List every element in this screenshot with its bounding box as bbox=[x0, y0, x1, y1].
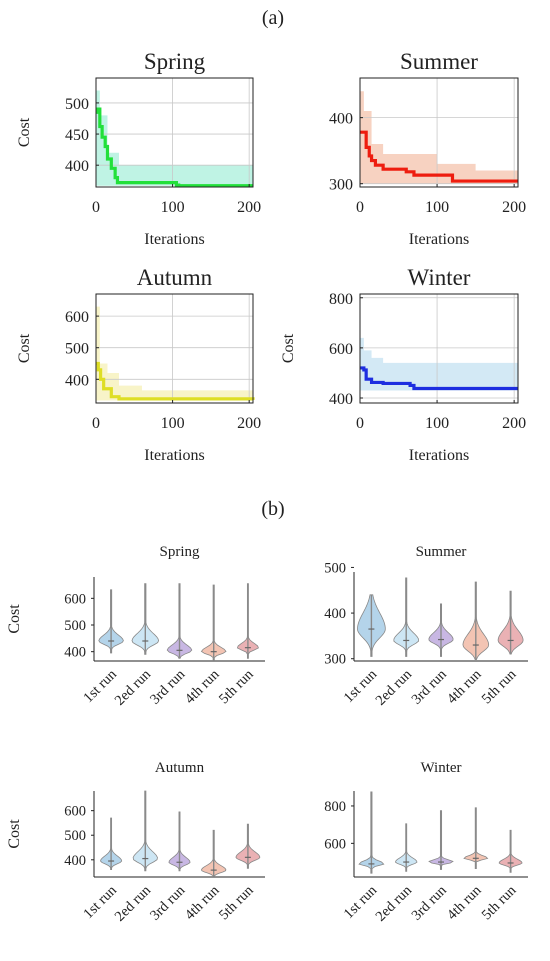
category-label: 2ed run bbox=[112, 882, 155, 925]
line-plot-spring: 0 100 200 400 450 500 Spring Iterations Cost bbox=[16, 49, 261, 248]
plot-title: Summer bbox=[416, 544, 467, 560]
x-axis-label: Iterations bbox=[144, 231, 204, 248]
plot-title: Winter bbox=[420, 760, 461, 776]
category-label: 4th run bbox=[444, 882, 485, 923]
best-cost-line bbox=[360, 366, 518, 391]
plot-title: Spring bbox=[159, 544, 200, 560]
x-tick-label: 100 bbox=[161, 415, 185, 432]
category-label: 5th run bbox=[479, 666, 520, 707]
uncertainty-band bbox=[360, 337, 518, 391]
y-axis-label: Cost bbox=[6, 819, 23, 849]
axes-frame bbox=[95, 77, 254, 188]
category-label: 2ed run bbox=[112, 666, 155, 709]
y-tick-label: 400 bbox=[329, 391, 353, 408]
axes-frame bbox=[359, 77, 519, 188]
y-tick-label: 600 bbox=[64, 591, 86, 607]
y-tick-label: 600 bbox=[329, 341, 353, 358]
y-tick-label: 600 bbox=[65, 309, 89, 326]
y-axis-label: Cost bbox=[6, 604, 23, 634]
plot-title: Summer bbox=[400, 49, 478, 74]
y-tick-label: 400 bbox=[65, 372, 89, 389]
y-axis-label: Cost bbox=[16, 333, 33, 363]
uncertainty-band bbox=[360, 91, 518, 184]
x-tick-label: 100 bbox=[425, 415, 449, 432]
y-tick-label: 600 bbox=[64, 804, 86, 820]
line-plot-winter: 0 100 200 400 600 800 Winter Iterations Cost bbox=[280, 265, 526, 464]
section-b-label: (b) bbox=[261, 498, 284, 520]
category-label: 5th run bbox=[479, 882, 520, 923]
y-tick-label: 500 bbox=[65, 341, 89, 358]
y-tick-label: 800 bbox=[329, 291, 353, 308]
axes-frame bbox=[95, 293, 254, 404]
y-tick-label: 400 bbox=[64, 645, 86, 661]
x-axis-label: Iterations bbox=[144, 447, 204, 464]
x-tick-label: 0 bbox=[356, 415, 364, 432]
category-label: 3rd run bbox=[409, 882, 451, 924]
plot-title: Autumn bbox=[137, 265, 213, 290]
x-axis-label: Iterations bbox=[409, 231, 469, 248]
x-tick-label: 200 bbox=[237, 199, 261, 216]
x-tick-label: 0 bbox=[356, 199, 364, 216]
y-tick-label: 300 bbox=[324, 652, 346, 668]
x-tick-label: 100 bbox=[425, 199, 449, 216]
uncertainty-band bbox=[96, 90, 253, 186]
plots: 0 100 200 400 450 500 Spring Iterations Cost 0 100… bbox=[6, 49, 528, 925]
uncertainty-band bbox=[96, 306, 253, 401]
category-label: 3rd run bbox=[147, 666, 189, 708]
section-a-label: (a) bbox=[262, 7, 284, 29]
x-tick-label: 0 bbox=[92, 199, 100, 216]
x-tick-label: 200 bbox=[502, 199, 526, 216]
category-label: 4th run bbox=[182, 882, 223, 923]
y-tick-label: 500 bbox=[65, 96, 89, 113]
best-cost-line bbox=[95, 107, 253, 188]
best-cost-line bbox=[96, 361, 255, 401]
category-label: 3rd run bbox=[409, 666, 451, 708]
x-tick-label: 100 bbox=[161, 199, 185, 216]
category-label: 3rd run bbox=[147, 882, 189, 924]
plot-title: Spring bbox=[144, 49, 206, 74]
y-axis-label: Cost bbox=[16, 117, 33, 147]
category-label: 4th run bbox=[444, 666, 485, 707]
y-tick-label: 400 bbox=[324, 606, 346, 622]
y-axis-label: Cost bbox=[280, 333, 297, 363]
y-tick-label: 300 bbox=[329, 177, 353, 194]
y-tick-label: 600 bbox=[324, 836, 346, 852]
category-label: 2ed run bbox=[373, 882, 416, 925]
line-plot-summer: 0 100 200 300 400 Summer Iterations bbox=[329, 49, 526, 248]
x-axis-label: Iterations bbox=[409, 447, 469, 464]
y-tick-label: 500 bbox=[324, 560, 346, 576]
y-tick-label: 500 bbox=[64, 618, 86, 634]
category-label: 5th run bbox=[216, 882, 257, 923]
category-label: 5th run bbox=[216, 666, 257, 707]
line-plot-autumn: 0 100 200 400 500 600 Autumn Iterations Cost bbox=[16, 265, 261, 464]
y-tick-label: 400 bbox=[65, 158, 89, 175]
best-cost-line bbox=[360, 130, 518, 183]
category-label: 4th run bbox=[182, 666, 223, 707]
x-tick-label: 0 bbox=[92, 415, 100, 432]
y-tick-label: 800 bbox=[324, 799, 346, 815]
plot-title: Autumn bbox=[155, 760, 205, 776]
x-tick-label: 200 bbox=[237, 415, 261, 432]
axes-frame bbox=[359, 293, 519, 404]
y-tick-label: 400 bbox=[64, 853, 86, 869]
y-tick-label: 450 bbox=[65, 127, 89, 144]
y-tick-label: 500 bbox=[64, 828, 86, 844]
x-tick-label: 200 bbox=[502, 415, 526, 432]
category-label: 2ed run bbox=[373, 666, 416, 709]
plot-title: Winter bbox=[408, 265, 471, 290]
y-tick-label: 400 bbox=[329, 111, 353, 128]
